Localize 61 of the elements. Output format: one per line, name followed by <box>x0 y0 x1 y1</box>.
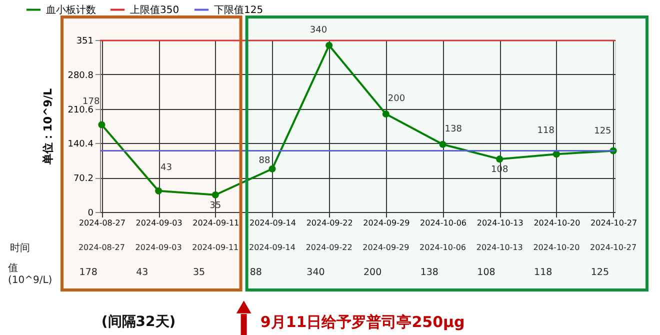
point <box>439 140 446 148</box>
annotation: 200 <box>388 94 406 104</box>
data-label: 88 <box>250 267 262 278</box>
category-label: 2024-09-22 <box>306 243 352 252</box>
x-tick-label: 2024-09-22 <box>306 218 353 228</box>
annotation: 138 <box>444 124 462 134</box>
y-tick-label: 70.2 <box>73 174 94 184</box>
point <box>212 191 219 198</box>
point <box>268 165 276 172</box>
y-axis-title: 单位：10^9/L <box>42 88 55 166</box>
text: 9月11日给予罗普司亭250μg <box>260 313 465 331</box>
data-label: 43 <box>136 267 148 278</box>
x-tick-label: 2024-10-06 <box>420 218 467 228</box>
point <box>552 150 560 158</box>
data-label: 178 <box>79 267 98 278</box>
annotation: 88 <box>258 156 271 166</box>
data-label: 200 <box>364 267 382 278</box>
y-tick-label: 210.6 <box>68 105 94 116</box>
data-label: 340 <box>306 267 325 278</box>
point <box>155 187 162 194</box>
y-tick-label: 280.8 <box>68 70 94 81</box>
category-label: 2024-09-03 <box>135 243 182 252</box>
point <box>326 42 333 49</box>
category-label: 2024-10-27 <box>590 243 637 252</box>
text: 时间 <box>10 242 30 254</box>
category-label: 2024-09-14 <box>248 243 296 252</box>
category-label: 2024-10-13 <box>476 243 523 252</box>
text: 340 <box>310 25 328 36</box>
x-tick-label: 2024-09-11 <box>192 218 240 228</box>
y-tick-label: 140.4 <box>68 140 94 150</box>
point <box>496 156 504 163</box>
y-tick-label: 0 <box>88 208 94 218</box>
x-tick-label: 2024-09-03 <box>136 218 182 228</box>
x-tick-label: 2024-09-29 <box>363 218 410 228</box>
x-tick-label: 2024-08-27 <box>78 218 126 228</box>
data-label: 138 <box>420 267 438 278</box>
x-tick-label: 2024-10-27 <box>590 218 638 228</box>
legend-label: 上限值350 <box>130 4 180 16</box>
legend-label: 下限值125 <box>214 4 264 16</box>
category-label: 2024-10-20 <box>533 243 580 252</box>
y-tick-label: 351 <box>76 36 94 46</box>
point <box>382 110 390 118</box>
annotation: 125 <box>594 126 612 137</box>
data-label: 108 <box>477 267 496 278</box>
text: 178 <box>82 96 100 107</box>
category-label: 2024-09-29 <box>362 243 410 252</box>
x-tick-label: 2024-10-20 <box>534 218 580 228</box>
data-label: 35 <box>192 267 206 278</box>
data-label: 118 <box>534 267 552 278</box>
x-tick-label: 2024-09-14 <box>249 218 296 228</box>
text: (间隔32天) <box>101 314 176 330</box>
annotation: 43 <box>160 162 172 173</box>
legend-label: 血小板计数 <box>46 4 96 16</box>
x-tick-label: 2024-10-13 <box>476 218 524 228</box>
category-label: 2024-10-06 <box>420 243 466 252</box>
data-label: 125 <box>590 267 610 278</box>
category-label: 2024-08-27 <box>78 243 125 252</box>
text: 值 (10^9/L) <box>8 263 52 286</box>
category-label: 2024-09-11 <box>192 243 239 252</box>
annotation: 118 <box>537 126 555 136</box>
point <box>98 121 106 128</box>
